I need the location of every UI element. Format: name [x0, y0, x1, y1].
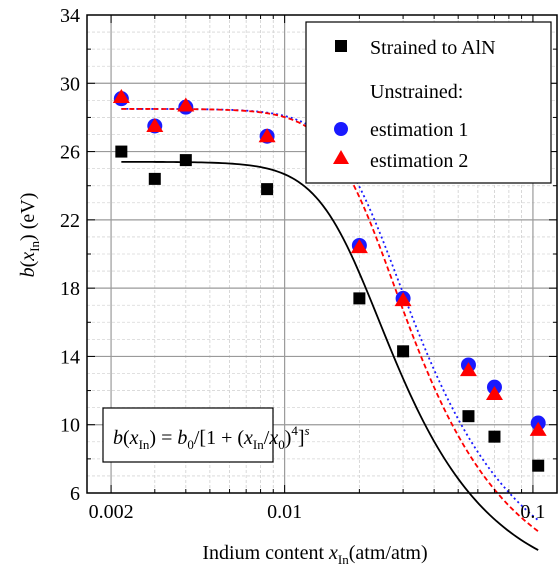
point-strained	[532, 459, 545, 472]
point-estimation-2	[394, 292, 412, 307]
point-strained	[148, 172, 161, 185]
y-tick-label: 6	[70, 483, 80, 505]
y-tick-label: 26	[60, 142, 80, 164]
y-tick-label: 30	[60, 73, 80, 95]
legend-label-strained: Strained to AlN	[370, 37, 496, 59]
y-tick-label: 10	[60, 415, 80, 437]
x-tick-label: 0.01	[267, 501, 302, 523]
legend: Strained to AlN Unstrained: estimation 1…	[305, 21, 552, 184]
y-tick-label: 14	[60, 346, 80, 368]
point-strained	[261, 183, 274, 196]
point-estimation-2	[258, 128, 276, 143]
y-tick-label: 22	[60, 210, 80, 232]
tick-labels: 0.002 0.01 0.1 6 10 14 18 22 26 30 34	[60, 5, 545, 523]
point-estimation-2	[459, 362, 477, 377]
point-estimation-2	[485, 385, 503, 400]
point-strained	[115, 145, 128, 158]
legend-label-estimation-2: estimation 2	[370, 150, 468, 172]
data-markers	[112, 88, 547, 472]
point-estimation-2	[177, 97, 195, 112]
legend-label-estimation-1: estimation 1	[370, 119, 468, 141]
legend-marker-estimation-2	[333, 150, 349, 164]
point-strained	[179, 154, 192, 167]
x-tick-label: 0.1	[520, 501, 545, 523]
point-estimation-2	[146, 117, 164, 132]
y-axis-label: b(xIn) (eV)	[17, 193, 42, 278]
legend-marker-estimation-1	[334, 122, 348, 136]
point-strained	[353, 292, 366, 305]
point-strained	[462, 410, 475, 423]
x-tick-label: 0.002	[89, 501, 134, 523]
point-strained	[397, 345, 410, 358]
point-estimation-2	[529, 421, 547, 436]
point-estimation-2	[350, 239, 368, 254]
formula-text: b(xIn) = b0/[1 + (xIn/x0)4]s	[113, 423, 310, 452]
legend-marker-strained	[335, 40, 347, 52]
point-strained	[488, 430, 501, 443]
x-axis-label: Indium content xIn(atm/atm)	[202, 542, 427, 567]
y-tick-label: 34	[60, 5, 80, 27]
formula-box	[102, 407, 274, 463]
y-tick-label: 18	[60, 278, 80, 300]
point-estimation-2	[112, 88, 130, 103]
legend-heading-unstrained: Unstrained:	[370, 81, 463, 103]
formula-annotation: b(xIn) = b0/[1 + (xIn/x0)4]s	[102, 407, 310, 463]
